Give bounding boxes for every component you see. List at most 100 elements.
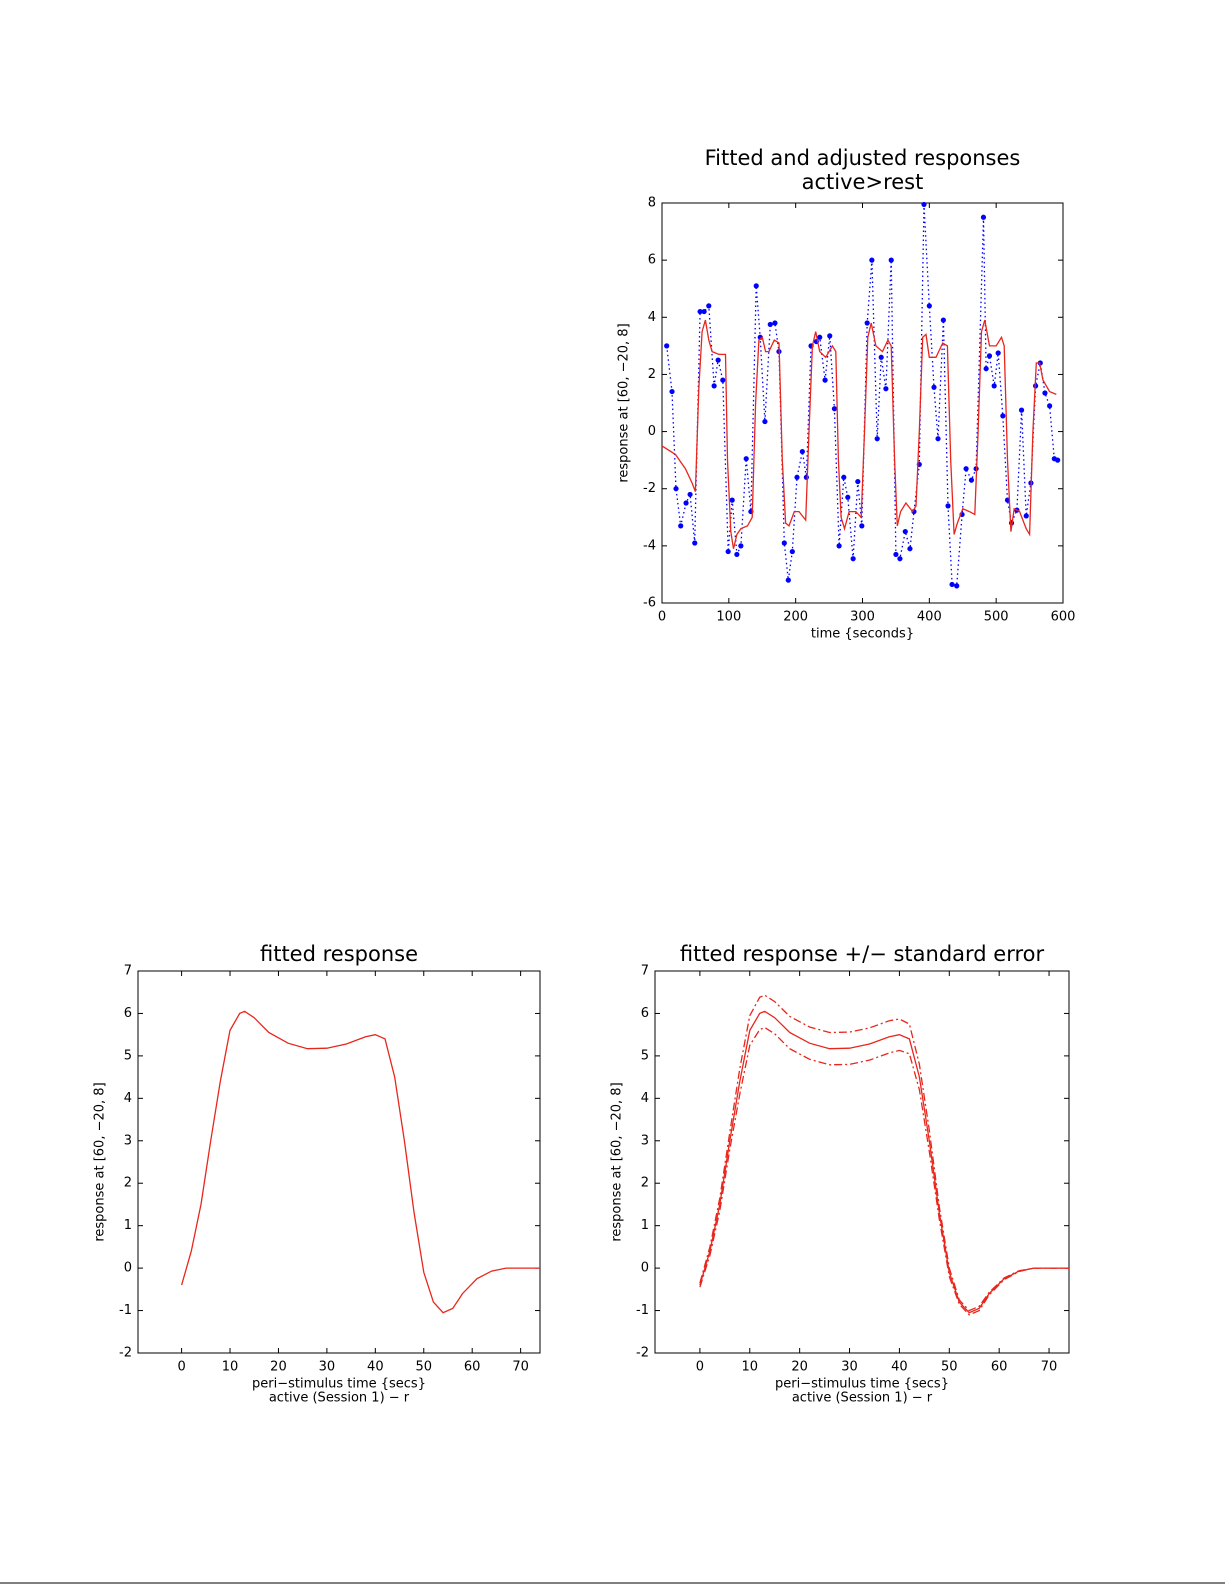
y-tick-label: 3 <box>124 1133 132 1148</box>
data-point <box>743 456 749 462</box>
y-tick-label: 0 <box>124 1261 132 1276</box>
x-axis-note: active (Session 1) − r <box>269 1391 410 1406</box>
data-point <box>986 353 993 359</box>
x-tick-label: 40 <box>367 1360 384 1375</box>
data-point <box>799 448 805 455</box>
data-point <box>692 540 698 546</box>
data-point <box>864 320 870 326</box>
x-tick-label: 30 <box>319 1360 336 1375</box>
data-point <box>664 343 670 349</box>
data-point <box>781 540 787 546</box>
data-point <box>850 556 856 562</box>
chart-title: Fitted and adjusted responses <box>705 146 1021 170</box>
y-tick-label: 2 <box>641 1176 649 1191</box>
data-point <box>738 543 744 549</box>
data-point <box>753 283 759 289</box>
x-tick-label: 60 <box>991 1360 1008 1375</box>
data-point <box>921 201 927 208</box>
data-point <box>954 583 960 589</box>
data-point <box>935 436 941 442</box>
y-tick-label: 5 <box>641 1048 649 1063</box>
y-tick-label: 6 <box>648 253 656 268</box>
x-tick-label: 70 <box>1041 1360 1058 1375</box>
y-tick-label: 1 <box>124 1218 132 1233</box>
data-point <box>859 523 865 529</box>
x-axis-label: time {seconds} <box>811 627 914 642</box>
x-axis-note: active (Session 1) − r <box>792 1391 933 1406</box>
y-tick-label: 2 <box>124 1176 132 1191</box>
x-tick-label: 0 <box>696 1360 704 1375</box>
data-point <box>767 321 773 328</box>
y-tick-label: -2 <box>636 1346 649 1361</box>
x-tick-label: 200 <box>783 610 808 625</box>
data-point <box>673 486 679 492</box>
data-point <box>845 494 851 500</box>
y-tick-label: -4 <box>643 538 656 553</box>
chart-subtitle: active>rest <box>802 170 924 194</box>
data-point <box>817 334 823 340</box>
data-point <box>822 377 828 383</box>
y-tick-label: 1 <box>641 1218 649 1233</box>
y-axis-label: response at [60, −20, 8] <box>610 1082 625 1241</box>
y-tick-label: 4 <box>648 310 656 325</box>
x-tick-label: 100 <box>716 610 741 625</box>
y-tick-label: 7 <box>641 964 649 979</box>
x-tick-label: 60 <box>464 1360 481 1375</box>
data-point <box>926 303 932 309</box>
y-tick-label: 6 <box>124 1006 132 1021</box>
data-point <box>874 436 880 442</box>
data-point <box>720 377 726 383</box>
y-tick-label: -1 <box>119 1303 132 1318</box>
data-point <box>729 497 735 503</box>
data-point <box>1023 513 1029 519</box>
x-tick-label: 500 <box>984 610 1009 625</box>
data-point <box>1037 360 1043 366</box>
x-axis-label: peri−stimulus time {secs} <box>775 1377 949 1392</box>
data-point <box>725 548 731 555</box>
x-tick-label: 30 <box>841 1360 858 1375</box>
data-point <box>940 317 946 323</box>
x-tick-label: 20 <box>270 1360 287 1375</box>
data-point <box>1018 407 1025 413</box>
data-point <box>734 551 740 558</box>
x-tick-label: 70 <box>512 1360 529 1375</box>
series-line <box>699 1010 1069 1314</box>
x-tick-label: 10 <box>222 1360 239 1375</box>
chart-title: fitted response +/− standard error <box>680 942 1045 966</box>
y-axis-label: response at [60, −20, 8] <box>617 323 632 482</box>
data-point <box>963 466 969 472</box>
plot-area <box>654 970 1070 1354</box>
data-point <box>869 257 875 263</box>
x-axis-label: peri−stimulus time {secs} <box>252 1377 426 1392</box>
y-tick-label: -2 <box>119 1346 132 1361</box>
data-point <box>1055 457 1061 463</box>
data-point <box>762 418 768 425</box>
data-point <box>701 308 707 315</box>
x-tick-label: 10 <box>741 1360 758 1375</box>
data-point <box>785 577 791 583</box>
data-point <box>893 551 899 558</box>
data-point <box>878 354 884 360</box>
x-tick-label: 50 <box>415 1360 432 1375</box>
data-point <box>772 320 778 326</box>
y-tick-label: 8 <box>648 196 656 211</box>
x-tick-label: 300 <box>850 610 875 625</box>
data-point <box>827 333 833 339</box>
series-line <box>661 319 1057 549</box>
x-tick-label: 50 <box>941 1360 958 1375</box>
x-tick-label: 40 <box>891 1360 908 1375</box>
data-point <box>931 384 937 390</box>
y-tick-label: -2 <box>643 481 656 496</box>
data-point <box>1000 413 1006 419</box>
y-tick-label: 0 <box>648 424 656 439</box>
y-tick-label: -6 <box>643 596 656 611</box>
data-point <box>836 543 842 549</box>
data-point <box>980 214 987 220</box>
data-point <box>995 350 1001 356</box>
y-tick-label: -1 <box>636 1303 649 1318</box>
y-tick-label: 7 <box>124 964 132 979</box>
data-point <box>888 257 894 263</box>
data-point <box>794 474 800 480</box>
y-tick-label: 4 <box>124 1091 132 1106</box>
